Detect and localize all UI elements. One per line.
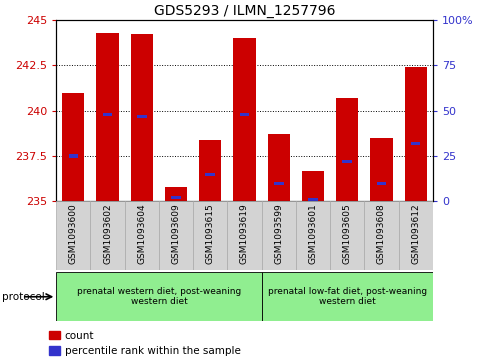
Bar — [130, 34, 153, 201]
Bar — [301, 171, 324, 201]
Text: GSM1093602: GSM1093602 — [103, 204, 112, 264]
Bar — [124, 201, 159, 270]
Text: prenatal western diet, post-weaning
western diet: prenatal western diet, post-weaning west… — [77, 287, 241, 306]
Bar — [96, 33, 119, 201]
Bar — [335, 98, 358, 201]
Bar — [68, 155, 78, 158]
Text: GSM1093609: GSM1093609 — [171, 204, 180, 264]
Bar — [329, 201, 364, 270]
Bar — [233, 38, 255, 201]
Bar — [56, 201, 90, 270]
Text: GSM1093601: GSM1093601 — [308, 204, 317, 264]
Legend: count, percentile rank within the sample: count, percentile rank within the sample — [49, 331, 240, 356]
Bar — [364, 201, 398, 270]
Bar — [398, 201, 432, 270]
Bar — [62, 93, 84, 201]
Text: prenatal low-fat diet, post-weaning
western diet: prenatal low-fat diet, post-weaning west… — [267, 287, 426, 306]
Text: GSM1093604: GSM1093604 — [137, 204, 146, 264]
Text: GSM1093619: GSM1093619 — [240, 204, 248, 264]
Bar — [404, 67, 426, 201]
Bar — [267, 134, 289, 201]
Bar — [205, 173, 215, 176]
Bar — [342, 160, 351, 163]
Bar — [90, 201, 124, 270]
Bar — [199, 140, 221, 201]
Text: GSM1093599: GSM1093599 — [274, 204, 283, 264]
Text: GSM1093600: GSM1093600 — [69, 204, 78, 264]
Text: GSM1093615: GSM1093615 — [205, 204, 214, 264]
Bar — [227, 201, 261, 270]
Bar — [376, 182, 386, 185]
Text: GSM1093612: GSM1093612 — [410, 204, 419, 264]
Bar — [410, 142, 420, 145]
Bar — [164, 187, 187, 201]
Bar — [171, 196, 181, 200]
Bar — [193, 201, 227, 270]
Bar — [56, 272, 261, 321]
Text: protocol: protocol — [2, 292, 48, 302]
Bar — [369, 138, 392, 201]
Bar — [137, 115, 146, 118]
Title: GDS5293 / ILMN_1257796: GDS5293 / ILMN_1257796 — [153, 4, 335, 17]
Bar — [261, 272, 432, 321]
Bar — [295, 201, 329, 270]
Bar — [159, 201, 193, 270]
Bar — [273, 182, 283, 185]
Bar — [239, 113, 249, 116]
Text: GSM1093608: GSM1093608 — [376, 204, 385, 264]
Bar — [307, 198, 317, 201]
Text: GSM1093605: GSM1093605 — [342, 204, 351, 264]
Bar — [261, 201, 295, 270]
Bar — [102, 113, 112, 116]
